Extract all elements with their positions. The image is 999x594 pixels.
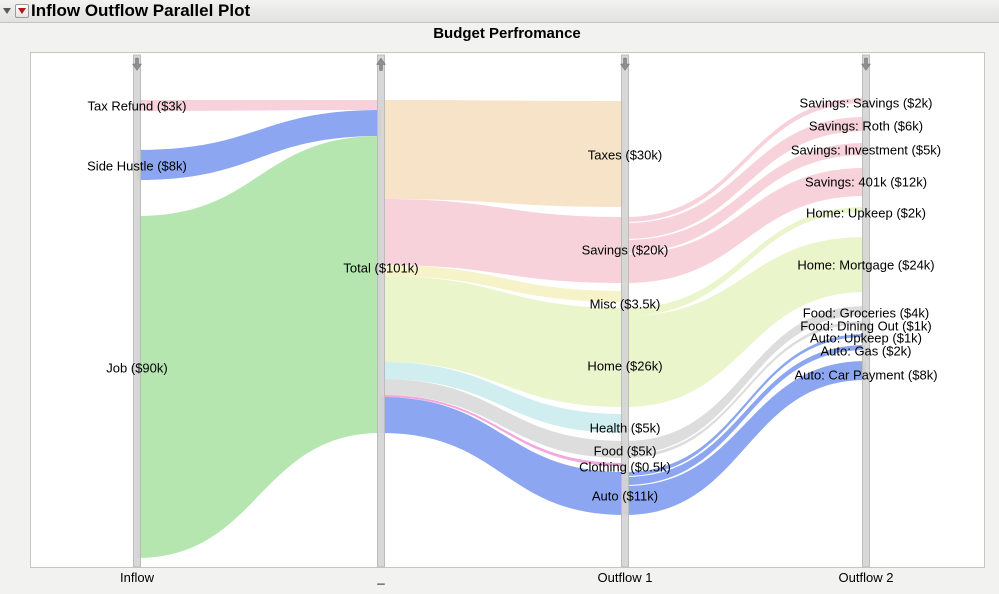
flow-home-upkeep[interactable] [625, 207, 866, 316]
flow-savings-401k[interactable] [625, 168, 866, 283]
flow-home-mortgage[interactable] [625, 237, 866, 407]
axis-sort-arrow-down-outflow-1[interactable] [620, 57, 630, 71]
flow-auto-upkeep[interactable] [625, 334, 866, 476]
axis-sort-arrow-down-outflow-2[interactable] [861, 57, 871, 71]
flow-food-dining-out[interactable] [625, 321, 866, 458]
chart-title: Budget Perfromance [433, 25, 581, 42]
flow-total-health[interactable] [381, 362, 625, 433]
disclosure-triangle-icon[interactable] [3, 8, 11, 14]
flow-food-groceries[interactable] [625, 306, 866, 454]
flow-auto-gas[interactable] [625, 345, 866, 485]
flow-savings-roth[interactable] [625, 117, 866, 239]
flow-total-home[interactable] [381, 276, 625, 407]
flow-auto-car-payment[interactable] [625, 361, 866, 515]
red-triangle-menu-button[interactable] [15, 4, 29, 18]
report-title: Inflow Outflow Parallel Plot [31, 1, 251, 20]
flow-savings-investment[interactable] [625, 143, 866, 253]
flow-job-total[interactable] [137, 136, 381, 558]
axis-bar-outflow-2[interactable] [862, 54, 870, 568]
flow-savings-savings-savings[interactable] [625, 98, 866, 222]
flow-total-auto[interactable] [381, 397, 625, 515]
flow-total-clothing[interactable] [381, 395, 625, 466]
flow-total-taxes[interactable] [381, 100, 625, 207]
flow-side-hustle-total[interactable] [137, 110, 381, 180]
report-header: Inflow Outflow Parallel Plot [0, 0, 999, 23]
flow-total-food[interactable] [381, 379, 625, 458]
axis-bar-inflow[interactable] [133, 54, 141, 568]
flow-total-misc[interactable] [381, 265, 625, 302]
axis-sort-arrow-up-[interactable] [376, 57, 386, 71]
axis-bar-outflow-1[interactable] [621, 54, 629, 568]
flow-total-savings[interactable] [381, 199, 625, 283]
flow-tax-refund-total[interactable] [137, 100, 381, 111]
axis-bar-[interactable] [377, 54, 385, 568]
red-triangle-icon [18, 8, 26, 14]
axis-sort-arrow-down-inflow[interactable] [132, 57, 142, 71]
